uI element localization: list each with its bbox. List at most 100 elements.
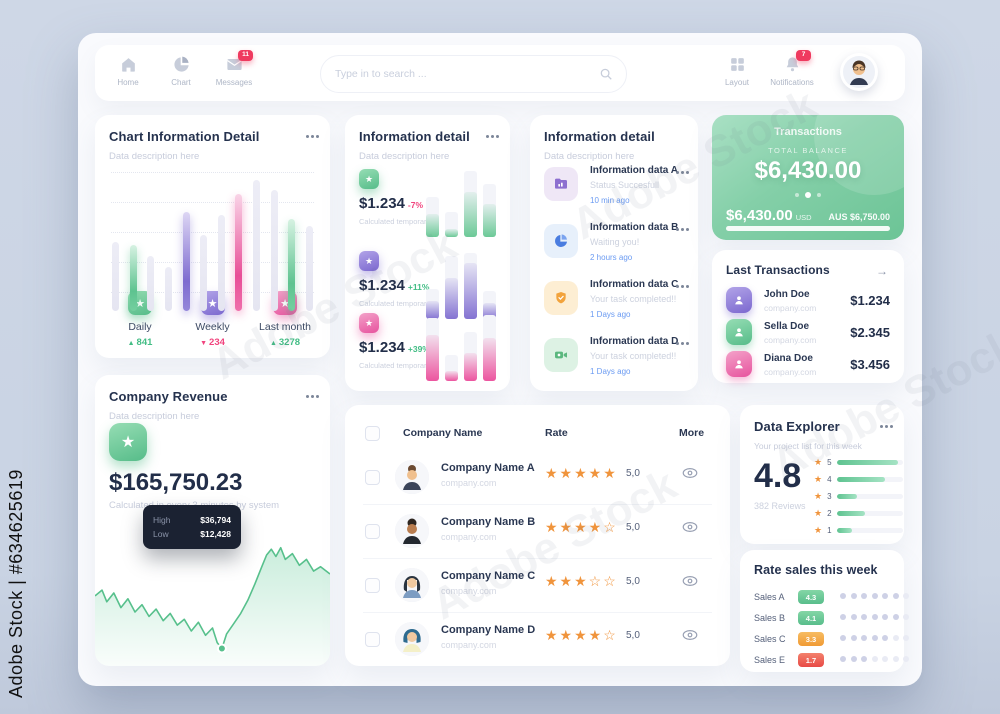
search-input[interactable]	[321, 68, 599, 80]
more-menu-icon[interactable]	[681, 342, 684, 345]
card-title: Rate sales this week	[754, 563, 878, 577]
arrow-right-icon[interactable]: →	[876, 264, 888, 278]
company-domain: company.com	[441, 640, 497, 650]
transactions-card[interactable]: Transactions TOTAL BALANCE $6,430.00 $6,…	[712, 115, 904, 240]
select-all-checkbox[interactable]	[365, 426, 380, 441]
chart-tooltip: High $36,794 Low $12,428	[143, 505, 241, 549]
nav-layout-label: Layout	[724, 78, 750, 87]
main-bar-chart	[107, 165, 318, 311]
dot[interactable]	[817, 193, 821, 197]
envelope-icon	[226, 58, 242, 71]
sales-score-badge: 3.3	[798, 632, 824, 646]
currency-label: USD	[795, 213, 812, 222]
search-icon[interactable]	[599, 67, 613, 81]
table-row[interactable]: Company Name B company.com ★★★★☆ 5,0	[345, 504, 730, 558]
dot	[892, 593, 899, 599]
sales-row: Sales A 4.3	[754, 590, 909, 604]
info-delta: -7%	[407, 200, 424, 210]
info-value: $1.234	[359, 277, 405, 294]
row-checkbox[interactable]	[365, 632, 380, 647]
avatar	[395, 622, 429, 656]
row-checkbox[interactable]	[365, 470, 380, 485]
dashboard-panel: Home Chart 11 Messages Layout 7 Notifica…	[78, 33, 922, 686]
more-menu-icon[interactable]	[311, 135, 314, 138]
dot[interactable]	[795, 193, 799, 197]
rating-level: 3	[827, 491, 832, 501]
nav-layout[interactable]: Layout	[710, 55, 764, 87]
star-rating[interactable]: ★★★☆☆	[545, 573, 618, 589]
nav-home-label: Home	[117, 78, 139, 87]
stat-label: Daily	[128, 321, 152, 333]
row-checkbox[interactable]	[365, 524, 380, 539]
card-title: Chart Information Detail	[109, 129, 260, 144]
star-rating[interactable]: ★★★★☆	[545, 519, 618, 535]
chart-marker-dot[interactable]	[216, 643, 227, 654]
dot	[840, 614, 846, 620]
more-menu-icon[interactable]	[311, 395, 314, 398]
sales-dot-meter	[840, 614, 909, 620]
nav-messages[interactable]: 11 Messages	[207, 50, 261, 87]
dot	[871, 614, 878, 620]
card-subtitle: Data description here	[544, 151, 635, 162]
company-name: Company Name C	[441, 570, 536, 582]
more-menu-icon[interactable]	[491, 135, 494, 138]
dot	[882, 635, 888, 641]
dot	[850, 656, 857, 662]
star-rating[interactable]: ★★★★★	[545, 465, 618, 481]
info-delta: +11%	[407, 282, 430, 292]
bar-fill	[483, 338, 496, 381]
table-header-name: Company Name	[403, 427, 483, 439]
activity-item[interactable]: Information data C Your task completed!!…	[544, 279, 686, 336]
revenue-amount: $165,750.23	[109, 469, 243, 496]
more-menu-icon[interactable]	[885, 425, 888, 428]
transaction-row[interactable]: John Doe company.com $1.234	[726, 287, 890, 317]
nav-notifications[interactable]: 7 Notifications	[765, 50, 819, 87]
activity-item[interactable]: Information data A Status Succesfull 10 …	[544, 165, 686, 222]
bar	[200, 235, 208, 311]
table-row[interactable]: Company Name D company.com ★★★★☆ 5,0	[345, 612, 730, 666]
stat-value: 234	[209, 337, 225, 348]
bar-track	[483, 315, 496, 381]
bar	[235, 194, 243, 311]
rating-level: 2	[827, 508, 832, 518]
rating-bar	[837, 527, 852, 533]
dot	[903, 635, 909, 641]
layout-grid-icon	[730, 58, 744, 71]
dot	[861, 635, 867, 641]
eye-icon[interactable]	[681, 518, 699, 536]
activity-status: Your task completed!!	[590, 351, 677, 361]
sales-row: Sales C 3.3	[754, 632, 909, 646]
activity-time: 10 min ago	[590, 196, 630, 205]
activity-item[interactable]: Information data D Your task completed!!…	[544, 336, 686, 393]
eye-icon[interactable]	[681, 464, 699, 482]
eye-icon[interactable]	[681, 572, 699, 590]
transaction-row[interactable]: Diana Doe company.com $3.456	[726, 351, 890, 381]
star-icon	[359, 313, 379, 333]
transaction-row[interactable]: Sella Doe company.com $2.345	[726, 319, 890, 349]
tooltip-high-value: $36,794	[200, 515, 231, 525]
star-rating[interactable]: ★★★★☆	[545, 627, 618, 643]
nav-chart[interactable]: Chart	[154, 55, 208, 87]
more-menu-icon[interactable]	[681, 285, 684, 288]
activity-status: Waiting you!	[590, 237, 640, 247]
user-avatar[interactable]	[840, 53, 878, 91]
table-row[interactable]: Company Name A company.com ★★★★★ 5,0	[345, 450, 730, 504]
nav-home[interactable]: Home	[101, 55, 155, 87]
transaction-name: Sella Doe	[764, 321, 810, 332]
activity-item[interactable]: Information data B Waiting you! 2 hours …	[544, 222, 686, 279]
progress-bar[interactable]	[726, 226, 890, 231]
carousel-dots[interactable]	[712, 192, 904, 198]
row-checkbox[interactable]	[365, 578, 380, 593]
table-header-more: More	[679, 427, 705, 439]
table-row[interactable]: Company Name C company.com ★★★☆☆ 5,0	[345, 558, 730, 612]
bar-fill	[426, 300, 439, 319]
sales-label: Sales E	[754, 655, 786, 665]
more-menu-icon[interactable]	[681, 171, 684, 174]
more-menu-icon[interactable]	[681, 228, 684, 231]
transaction-name: Diana Doe	[764, 353, 813, 364]
tooltip-high-label: High	[153, 515, 171, 525]
nav-notifications-label: Notifications	[770, 78, 814, 87]
eye-icon[interactable]	[681, 626, 699, 644]
bar-track	[445, 256, 458, 319]
dot-active[interactable]	[805, 192, 811, 198]
